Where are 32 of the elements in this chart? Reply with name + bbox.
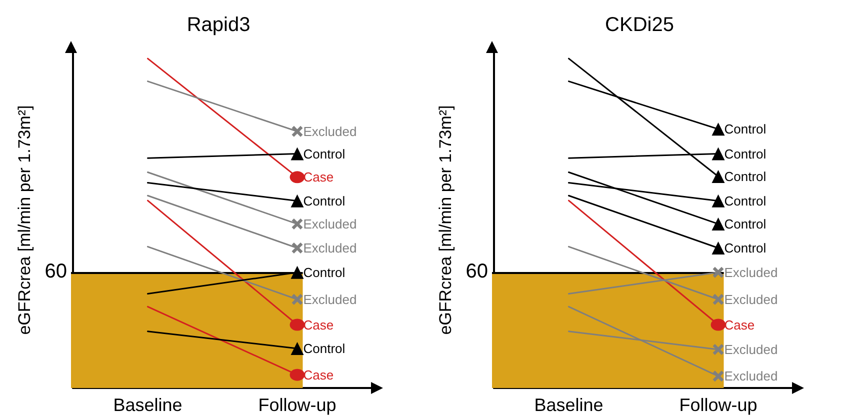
y-axis-title: eGFRcrea [ml/min per 1.73m²]: [15, 105, 34, 335]
series-label: Case: [303, 170, 334, 185]
series-label: Control: [303, 264, 346, 280]
series-label: Control: [724, 122, 766, 137]
x-tick-label: Follow-up: [679, 395, 758, 415]
series-label: Excluded: [724, 342, 778, 357]
series-label: Control: [724, 240, 766, 256]
series-label: Excluded: [303, 124, 357, 139]
x-tick-label: Follow-up: [258, 395, 336, 415]
series-label: Case: [303, 317, 334, 332]
series-label: Control: [303, 193, 346, 208]
series-label: Case: [303, 367, 334, 382]
series-label: Excluded: [724, 292, 778, 307]
series-label: Excluded: [303, 216, 357, 232]
text: 60: [466, 260, 488, 282]
series-label: Case: [724, 317, 755, 332]
y-axis-title: eGFRcrea [ml/min per 1.73m²]: [436, 105, 455, 335]
series-label: Control: [724, 169, 766, 184]
text: 60: [44, 260, 68, 282]
series-label: Excluded: [303, 292, 357, 307]
series-label: Control: [303, 340, 346, 356]
x-tick-label: Baseline: [113, 395, 182, 415]
series-label: Excluded: [303, 240, 357, 256]
series-label: Excluded: [724, 368, 778, 384]
series-label: Control: [303, 146, 346, 162]
series-label: Control: [724, 216, 766, 232]
chart-title: Rapid3: [186, 14, 250, 36]
x-tick-label: Baseline: [534, 395, 604, 415]
chart-title: CKDi25: [605, 14, 674, 36]
series-label: Excluded: [724, 264, 778, 280]
series-label: Control: [724, 193, 766, 208]
series-label: Control: [724, 146, 766, 162]
